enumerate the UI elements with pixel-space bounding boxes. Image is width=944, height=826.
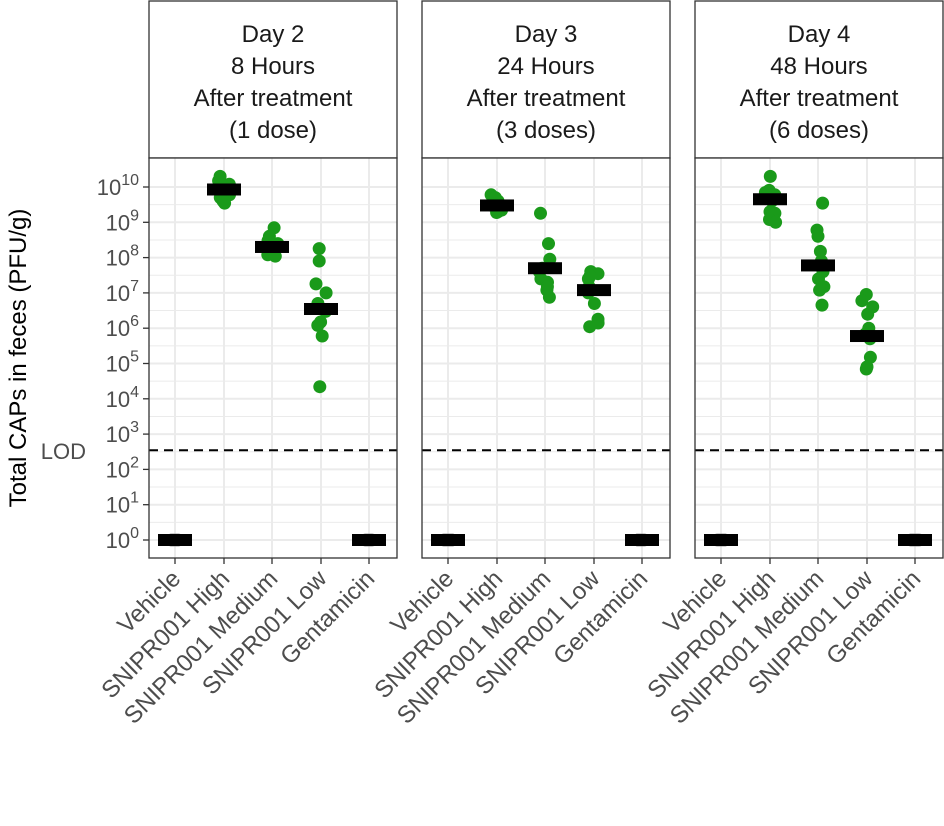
data-point <box>542 290 556 304</box>
data-point <box>813 283 827 297</box>
strip-label: Day 2 <box>242 21 305 48</box>
data-point <box>542 237 555 251</box>
data-point <box>769 215 783 229</box>
median-bar <box>753 193 787 206</box>
lod-label: LOD <box>41 439 86 464</box>
median-bar <box>528 262 562 275</box>
data-point <box>218 196 232 210</box>
data-point <box>763 169 777 183</box>
strip-label: 8 Hours <box>231 53 315 80</box>
strip-label: 48 Hours <box>770 53 867 80</box>
median-bar <box>207 183 241 196</box>
data-point <box>861 307 875 321</box>
y-tick-label: 101 <box>106 490 139 518</box>
y-tick-label: 105 <box>106 349 139 377</box>
median-bar <box>704 534 738 546</box>
data-point <box>587 297 601 310</box>
data-point <box>313 380 327 394</box>
strip-label: (1 dose) <box>229 117 317 144</box>
facet-strip <box>694 0 944 159</box>
y-tick-label: 107 <box>106 278 139 306</box>
data-point <box>855 294 869 308</box>
data-point <box>534 206 547 220</box>
data-point <box>815 298 829 312</box>
panel-border <box>421 157 671 559</box>
strip-label: 24 Hours <box>497 53 594 80</box>
strip-label: After treatment <box>467 85 626 112</box>
facet-strip <box>148 0 398 159</box>
strip-label: After treatment <box>740 85 899 112</box>
y-tick-label: 102 <box>106 454 139 482</box>
y-tick-label: 108 <box>106 243 139 271</box>
median-bar <box>480 199 514 212</box>
data-point <box>309 277 323 291</box>
median-bar <box>801 259 835 272</box>
median-bar <box>898 534 932 546</box>
y-tick-label: 103 <box>106 419 139 447</box>
median-bar <box>625 534 659 546</box>
data-point <box>811 229 825 243</box>
strip-label: After treatment <box>194 85 353 112</box>
strip-label: (6 doses) <box>769 117 869 144</box>
strip-label: (3 doses) <box>496 117 596 144</box>
y-axis: 100 101 102 103 104 105 106 107 108 109 1010 LOD Tot… <box>5 172 149 553</box>
facet-strip <box>421 0 671 159</box>
data-point <box>583 320 597 334</box>
data-point <box>311 318 325 332</box>
data-point <box>859 362 873 376</box>
data-point <box>816 196 830 210</box>
panel-border <box>694 157 944 559</box>
y-tick-label: 109 <box>106 207 139 235</box>
median-bar <box>577 284 611 297</box>
data-point <box>813 244 827 258</box>
median-bar <box>352 534 386 546</box>
y-tick-label: 1010 <box>97 172 139 200</box>
y-axis-title: Total CAPs in feces (PFU/g) <box>5 209 32 508</box>
median-bar <box>850 330 884 343</box>
strip-label: Day 4 <box>788 21 851 48</box>
median-bar <box>304 302 338 315</box>
data-point <box>312 254 326 268</box>
y-tick-label: 100 <box>106 525 139 553</box>
median-bar <box>158 534 192 546</box>
median-bar <box>431 534 465 546</box>
y-tick-label: 104 <box>106 384 139 412</box>
median-bar <box>255 240 289 253</box>
data-point <box>312 242 326 256</box>
y-tick-label: 106 <box>106 313 139 341</box>
data-point <box>315 329 329 343</box>
data-point <box>319 286 333 300</box>
strip-label: Day 3 <box>515 21 578 48</box>
panel-border <box>148 157 398 559</box>
